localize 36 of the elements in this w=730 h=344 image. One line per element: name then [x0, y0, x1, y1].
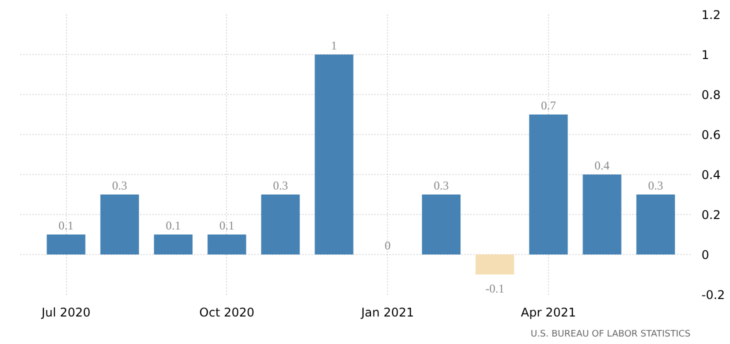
x-tick-label: Apr 2021 [520, 306, 576, 320]
data-label: 0.1 [219, 218, 234, 232]
data-label: 0.3 [648, 178, 664, 192]
data-label: 0.3 [434, 178, 449, 192]
bar [529, 114, 568, 254]
data-label: 0.1 [58, 218, 74, 232]
y-tick-label: 0.4 [702, 168, 721, 182]
data-label: 0.3 [272, 178, 288, 192]
bar [208, 234, 246, 254]
bar [422, 194, 461, 254]
bar [261, 194, 300, 254]
y-tick-label: 0 [702, 248, 710, 262]
y-tick-label: 1 [702, 48, 710, 62]
data-label: 0.3 [112, 178, 128, 192]
bar [582, 174, 622, 254]
y-tick-label: 1.2 [702, 8, 721, 22]
data-label: -0.1 [485, 282, 504, 296]
x-tick-label: Jul 2020 [40, 306, 90, 320]
data-label: 1 [331, 38, 338, 52]
bar [154, 234, 193, 254]
bar [46, 234, 86, 254]
y-tick-label: 0.8 [702, 88, 721, 102]
bar [476, 254, 514, 274]
data-label: 0.4 [594, 158, 610, 172]
x-tick-label: Jan 2021 [360, 306, 414, 320]
y-tick-label: -0.2 [702, 288, 725, 302]
data-label: 0 [384, 238, 391, 252]
bar [314, 54, 354, 254]
x-tick-label: Oct 2020 [199, 306, 254, 320]
text: U.S. BUREAU OF LABOR STATISTICS [530, 330, 691, 340]
data-label: 0.1 [166, 218, 181, 232]
data-label: 0.7 [540, 98, 556, 112]
bar [100, 194, 139, 254]
bar [636, 194, 675, 254]
y-tick-label: 0.2 [702, 208, 721, 222]
y-tick-label: 0.6 [702, 128, 721, 142]
